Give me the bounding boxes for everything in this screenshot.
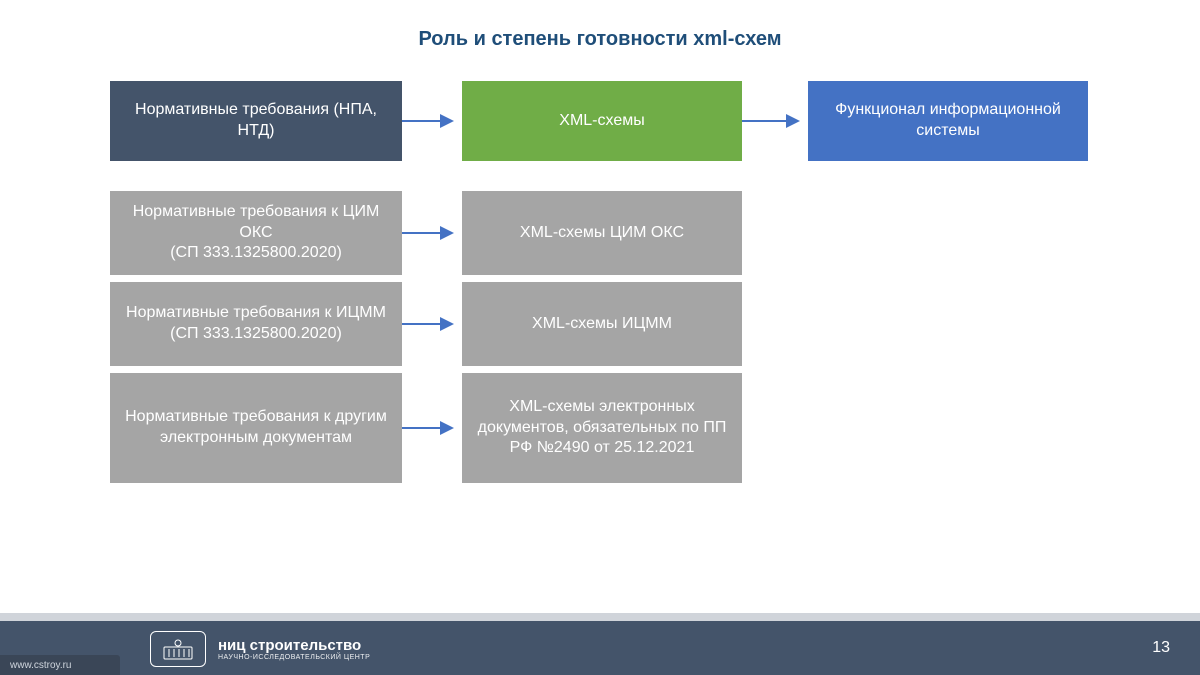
arrow-3 (402, 232, 452, 234)
box-other-xml: XML-схемы электронных документов, обязат… (462, 373, 742, 483)
box-xml-schemas: XML-схемы (462, 81, 742, 161)
logo-icon (150, 631, 206, 667)
footer-bar: www.cstroy.ru ниц строительство НАУЧНО-И… (0, 613, 1200, 675)
arrow-2 (742, 120, 798, 122)
arrow-5 (402, 427, 452, 429)
logo-text-sub: НАУЧНО-ИССЛЕДОВАТЕЛЬСКИЙ ЦЕНТР (218, 654, 370, 661)
box-other-req: Нормативные требования к другим электрон… (110, 373, 402, 483)
box-req-npa: Нормативные требования (НПА, НТД) (110, 81, 402, 161)
box-cim-oks-req: Нормативные требования к ЦИМ ОКС (СП 333… (110, 191, 402, 275)
box-cim-oks-xml: XML-схемы ЦИМ ОКС (462, 191, 742, 275)
footer-logo: ниц строительство НАУЧНО-ИССЛЕДОВАТЕЛЬСК… (150, 631, 370, 667)
slide-title: Роль и степень готовности xml-схем (0, 0, 1200, 71)
diagram-area: Нормативные требования (НПА, НТД) XML-схе… (0, 71, 1200, 591)
box-icmm-xml: XML-схемы ИЦММ (462, 282, 742, 366)
arrow-1 (402, 120, 452, 122)
footer-url: www.cstroy.ru (0, 655, 120, 675)
box-functional: Функционал информационной системы (808, 81, 1088, 161)
page-number: 13 (1152, 639, 1170, 657)
arrow-4 (402, 323, 452, 325)
logo-text-main: ниц строительство (218, 637, 370, 654)
box-icmm-req: Нормативные требования к ИЦММ (СП 333.13… (110, 282, 402, 366)
